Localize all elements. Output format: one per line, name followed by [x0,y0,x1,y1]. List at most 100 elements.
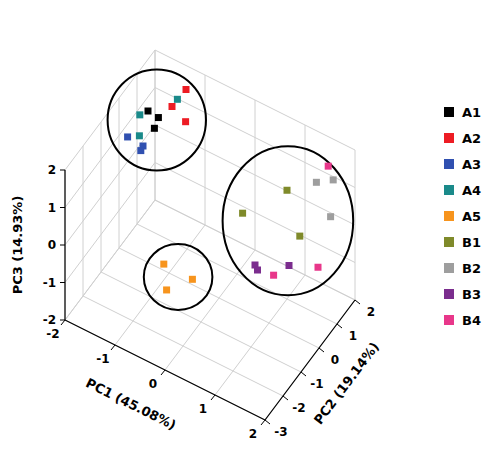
grid-line [65,200,155,320]
axis-title: PC3 (14.93%) [10,196,25,295]
point [239,210,246,217]
tick-label: 0 [149,377,157,391]
tick-label: 2 [367,305,375,319]
legend-swatch [444,107,454,117]
tick-mark [111,345,115,350]
legend-label: A5 [462,209,481,224]
tick-label: -2 [46,327,59,341]
point [169,103,176,110]
point [163,286,170,293]
point [151,125,158,132]
legend-label: A2 [462,131,481,146]
group-ellipse [223,146,354,295]
grid-line [119,248,319,348]
legend-swatch [444,159,454,169]
grid-line [155,88,355,188]
axis-title: PC2 (19.14%) [311,339,382,427]
point [325,163,332,170]
point [330,176,337,183]
point [137,147,144,154]
grid-line [115,225,205,345]
point [124,133,131,140]
point [182,118,189,125]
tick-label: -1 [43,276,56,290]
tick-label: 1 [48,201,56,215]
point [286,262,293,269]
tick-mark [61,320,65,325]
point [136,132,143,139]
tick-mark [60,282,65,283]
point [284,187,291,194]
tick-label: 1 [199,402,207,416]
tick-mark [265,420,270,424]
legend: A1 A2 A3 A4 A5 B1 B2 B3 B4 [444,105,481,328]
group-ellipse [144,244,213,310]
legend-label: A4 [462,183,481,198]
point [155,114,162,121]
point [189,276,196,283]
grid-line [155,50,355,150]
legend-label: B3 [462,287,481,302]
grid-line [155,125,355,225]
grid-line [83,296,283,396]
legend-swatch [444,211,454,221]
tick-label: -2 [43,313,56,327]
group-ellipse [108,70,206,171]
tick-mark [337,324,342,328]
grid-line [65,320,265,420]
legend-swatch [444,263,454,273]
axis-line [65,320,265,420]
tick-label: -1 [96,352,109,366]
point [183,86,190,93]
grid-line [101,272,301,372]
legend-label: A3 [462,157,481,172]
point [270,272,277,279]
tick-mark [60,207,65,208]
tick-mark [60,170,65,171]
tick-label: 0 [331,353,339,367]
legend-label: B1 [462,235,481,250]
grid-line [215,275,305,395]
legend-swatch [444,133,454,143]
legend-label: B2 [462,261,481,276]
tick-label: 2 [249,427,257,441]
axis-title: PC1 (45.08%) [84,375,179,433]
tick-mark [60,320,65,321]
tick-mark [301,372,306,376]
legend-swatch [444,315,454,325]
point [254,267,261,274]
tick-mark [319,348,324,352]
grid-line [65,125,155,245]
grid-line [65,163,155,283]
grid-line [65,50,155,170]
chart: -2-1012-3-2-1012-2-1012PC1 (45.08%)PC2 (… [0,0,500,452]
point [145,108,152,115]
legend-label: A1 [462,105,481,120]
tick-label: -1 [310,377,323,391]
tick-mark [355,300,360,304]
tick-label: -2 [292,401,305,415]
tick-label: 0 [48,238,56,252]
point [296,233,303,240]
points [124,86,337,293]
grid-line [155,163,355,263]
tick-label: -3 [274,425,287,439]
legend-swatch [444,289,454,299]
point [136,111,143,118]
tick-mark [60,245,65,246]
tick-mark [283,396,288,400]
legend-swatch [444,237,454,247]
legend-swatch [444,185,454,195]
tick-mark [261,420,265,425]
tick-mark [211,395,215,400]
tick-label: 1 [349,329,357,343]
point [327,213,334,220]
grid [65,50,355,420]
legend-label: B4 [462,313,481,328]
tick-mark [161,370,165,375]
tick-label: 2 [48,163,56,177]
point [160,261,167,268]
point [174,96,181,103]
point [313,179,320,186]
grid-line [65,200,155,320]
